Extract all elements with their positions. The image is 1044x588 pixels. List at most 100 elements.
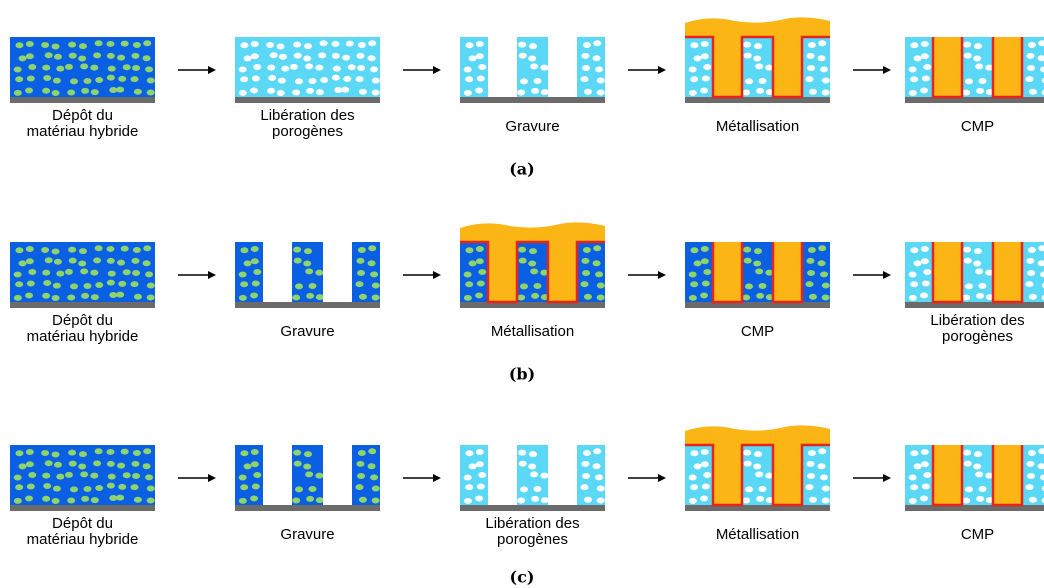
pore: [973, 248, 982, 255]
pore: [985, 472, 994, 479]
porogen: [693, 260, 702, 267]
porogen: [26, 280, 35, 287]
barrier-liner: [685, 35, 830, 99]
porogen: [116, 86, 125, 93]
pore: [920, 448, 929, 455]
pore: [703, 471, 712, 478]
pore: [700, 448, 709, 455]
pore: [920, 461, 929, 468]
porogen: [26, 75, 35, 82]
porogen: [51, 497, 60, 504]
pore: [965, 78, 974, 85]
pore: [1037, 55, 1044, 62]
porogen: [238, 294, 247, 301]
porogen: [116, 494, 125, 501]
porogen: [355, 484, 364, 491]
process-step-hybrid-etched: [235, 242, 380, 308]
process-step-porous-cmp: [905, 445, 1044, 511]
pore: [331, 74, 340, 81]
pore: [315, 89, 324, 96]
porogen: [90, 269, 99, 276]
pore: [520, 78, 529, 85]
pore: [371, 89, 380, 96]
porogen: [106, 448, 115, 455]
porogen: [83, 282, 92, 289]
porogen: [807, 246, 816, 253]
pore: [476, 483, 485, 490]
substrate: [460, 97, 605, 103]
porogen: [703, 268, 712, 275]
pore: [1025, 76, 1034, 83]
porogen: [90, 497, 99, 504]
step-label: Libération des: [930, 312, 1024, 329]
porogen: [238, 271, 247, 278]
pore: [978, 77, 987, 84]
porogen: [250, 448, 259, 455]
porogen: [53, 461, 62, 468]
pore: [478, 471, 487, 478]
arrow-head: [883, 474, 891, 482]
arrow-head: [433, 474, 441, 482]
porogen: [146, 497, 155, 504]
pore: [581, 460, 590, 467]
pore: [1025, 484, 1034, 491]
pore: [923, 268, 932, 275]
porogen: [78, 248, 87, 255]
pore: [582, 41, 591, 48]
pore: [753, 451, 762, 458]
pore: [596, 77, 605, 84]
pore: [580, 76, 589, 83]
porogen: [106, 482, 115, 489]
porogen: [475, 245, 484, 252]
porogen: [238, 497, 247, 504]
porogen: [132, 41, 141, 48]
pore: [517, 497, 526, 504]
porogen: [238, 474, 247, 481]
porogen: [143, 448, 152, 455]
pore: [821, 89, 830, 96]
porogen: [303, 260, 312, 267]
trench: [773, 445, 802, 505]
pore: [277, 77, 286, 84]
metal-overburden: [460, 222, 605, 242]
pore: [908, 271, 917, 278]
pore: [1041, 89, 1044, 96]
process-step-porous-cmp: [905, 37, 1044, 103]
porogen: [690, 247, 699, 254]
porogen: [70, 78, 79, 85]
porogen: [315, 294, 324, 301]
porogen: [755, 268, 764, 275]
porogen: [78, 451, 87, 458]
trench: [713, 242, 742, 302]
porogen: [356, 257, 365, 264]
pore: [356, 52, 365, 59]
pore: [818, 40, 827, 47]
porogen: [106, 279, 115, 286]
pore: [581, 52, 590, 59]
porogen: [43, 75, 52, 82]
pore: [923, 63, 932, 70]
arrow-head: [433, 271, 441, 279]
pore: [908, 66, 917, 73]
porogen: [80, 471, 89, 478]
pore: [962, 89, 971, 96]
porogen: [292, 497, 301, 504]
step-label: porogènes: [942, 328, 1013, 345]
pore: [595, 66, 604, 73]
porogen: [15, 76, 24, 83]
pore: [1037, 463, 1044, 470]
arrow-head: [658, 271, 666, 279]
porogen: [758, 282, 767, 289]
porogen: [25, 87, 34, 94]
pore: [1028, 496, 1037, 503]
pore: [465, 42, 474, 49]
porogen: [371, 294, 380, 301]
pore: [755, 471, 764, 478]
porogen: [371, 497, 380, 504]
porogen: [293, 246, 302, 253]
porogen: [70, 486, 79, 493]
pore: [743, 41, 752, 48]
porogen: [118, 483, 127, 490]
porogen: [18, 463, 27, 470]
